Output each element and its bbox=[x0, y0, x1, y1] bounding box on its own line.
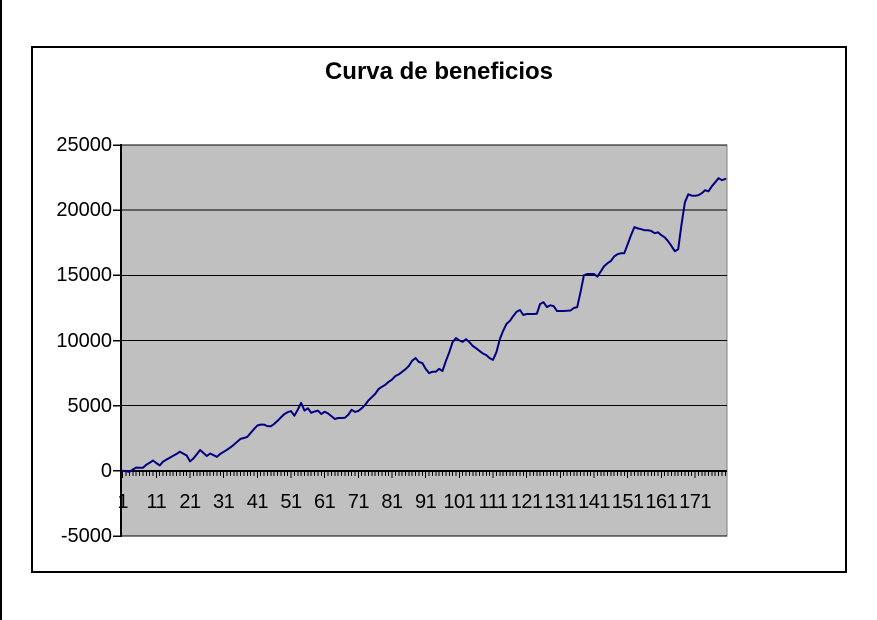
profit-curve-line bbox=[121, 177, 727, 473]
chart-title: Curva de beneficios bbox=[324, 58, 554, 85]
x-axis-tick-label: 161 bbox=[645, 491, 678, 513]
x-axis-tick-label: 111 bbox=[478, 491, 508, 513]
x-axis-tick-label: 131 bbox=[544, 491, 577, 513]
x-axis-tick-label: 1 bbox=[117, 491, 128, 513]
x-axis-tick-label: 71 bbox=[347, 491, 370, 513]
x-axis-tick-label: 91 bbox=[415, 491, 437, 513]
y-axis-tick-label: -5000 bbox=[60, 525, 112, 547]
y-axis-tick-label: 5000 bbox=[67, 394, 113, 417]
x-axis-tick-label: 171 bbox=[679, 491, 711, 513]
x-axis-tick-label: 121 bbox=[510, 491, 543, 513]
x-axis-tick-label: 21 bbox=[179, 491, 201, 513]
x-axis-tick-label: 41 bbox=[246, 491, 269, 513]
x-axis-tick-label: 61 bbox=[314, 491, 336, 513]
x-axis-tick-label: 81 bbox=[381, 491, 403, 513]
x-axis-tick-label: 51 bbox=[280, 491, 302, 513]
y-axis-tick-label: 10000 bbox=[56, 329, 112, 352]
window-edge-border bbox=[0, 0, 2, 620]
y-axis-tick-label: 0 bbox=[100, 459, 112, 482]
y-axis-tick-label: 20000 bbox=[56, 199, 112, 222]
x-axis-tick-label: 141 bbox=[578, 491, 610, 513]
x-axis-tick-label: 101 bbox=[443, 491, 476, 513]
x-axis-tick-label: 151 bbox=[611, 491, 644, 513]
x-axis-tick-label: 11 bbox=[146, 491, 167, 513]
y-axis-tick-label: 25000 bbox=[56, 134, 112, 156]
x-axis-tick-label: 31 bbox=[213, 491, 235, 513]
y-axis-tick-label: 15000 bbox=[56, 264, 112, 287]
